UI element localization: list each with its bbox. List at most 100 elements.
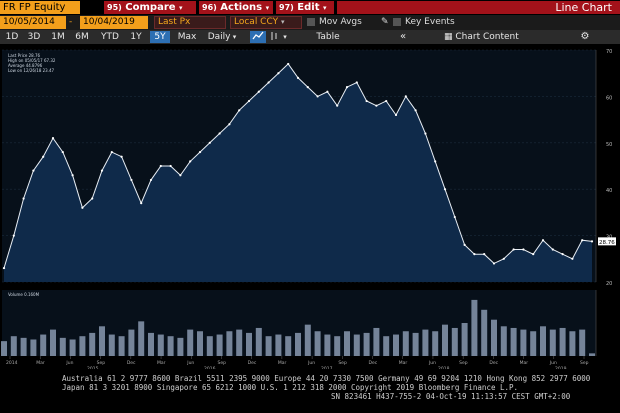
- volume-bar: [99, 326, 105, 356]
- price-point: [238, 109, 241, 112]
- volume-bar: [265, 336, 272, 356]
- footer: Australia 61 2 9777 8600 Brazil 5511 239…: [0, 371, 620, 413]
- price-point: [120, 155, 123, 158]
- volume-bar: [491, 319, 497, 356]
- x-tick-label: Sep: [459, 360, 468, 366]
- volume-bar: [520, 329, 527, 356]
- price-point: [228, 123, 231, 126]
- price-point: [424, 132, 427, 135]
- mov-avgs-toggle[interactable]: Mov Avgs: [304, 16, 380, 29]
- x-tick-label: Dec: [248, 360, 257, 366]
- volume-bar: [589, 353, 595, 356]
- x-tick-label: Mar: [36, 360, 45, 366]
- end-date-input[interactable]: 10/04/2019: [80, 16, 148, 29]
- chart-content-button[interactable]: ▦ Chart Content: [444, 31, 524, 43]
- price-point: [473, 253, 476, 256]
- volume-bar: [10, 336, 17, 356]
- volume-bar: [579, 329, 586, 356]
- volume-bar: [69, 339, 76, 356]
- volume-bar: [20, 337, 27, 356]
- price-point: [551, 248, 554, 251]
- price-point: [189, 160, 192, 163]
- price-point: [247, 99, 251, 103]
- price-point: [336, 104, 339, 107]
- period-max[interactable]: Max: [177, 32, 197, 42]
- price-point: [365, 99, 368, 103]
- period-1m[interactable]: 1M: [51, 32, 65, 42]
- price-point: [561, 253, 564, 256]
- volume-bar: [461, 323, 468, 356]
- period-6m[interactable]: 6M: [75, 32, 89, 42]
- volume-bar: [393, 334, 399, 356]
- volume-bar: [412, 332, 419, 356]
- price-point: [32, 169, 35, 172]
- dropdown-icon: ▾: [230, 33, 237, 41]
- volume-bar: [206, 336, 213, 356]
- start-date-input[interactable]: 10/05/2014: [0, 16, 66, 29]
- key-events-toggle[interactable]: Key Events: [390, 16, 470, 29]
- period-3d[interactable]: 3D: [27, 32, 41, 42]
- frequency-select[interactable]: Daily ▾: [204, 31, 240, 43]
- candle-chart-icon[interactable]: [268, 31, 280, 43]
- price-point: [316, 95, 319, 98]
- volume-bar: [40, 334, 47, 356]
- top-toolbar: FR FP Equity 95) Compare ▾ 96) Actions ▾…: [0, 0, 620, 15]
- volume-bar: [285, 336, 292, 356]
- x-tick-label: Mar: [399, 360, 408, 366]
- field-select[interactable]: Last Px: [154, 16, 226, 29]
- volume-bar: [157, 334, 164, 356]
- x-tick-label: 2014: [6, 360, 18, 366]
- period-5y[interactable]: 5Y: [150, 31, 170, 43]
- price-point: [345, 86, 349, 89]
- price-point: [208, 141, 211, 144]
- footer-line-3: SN 823461 H437-755-2 04-Oct-19 11:13:57 …: [331, 392, 571, 401]
- x-tick-label: Mar: [157, 360, 166, 366]
- volume-bar: [50, 329, 56, 356]
- volume-bar: [108, 334, 115, 356]
- volume-bar: [471, 299, 478, 356]
- x-year-label: 2015: [87, 366, 99, 369]
- period-1d[interactable]: 1D: [5, 32, 19, 42]
- volume-bar: [510, 327, 517, 356]
- price-point: [149, 178, 153, 182]
- period-ytd[interactable]: YTD: [101, 32, 119, 42]
- price-point: [512, 248, 515, 251]
- price-point: [590, 240, 594, 243]
- x-tick-label: Dec: [127, 360, 136, 366]
- edit-button[interactable]: 97) Edit ▾: [276, 1, 334, 14]
- x-tick-label: Dec: [369, 360, 378, 366]
- compare-button[interactable]: 95) Compare ▾: [104, 1, 196, 14]
- actions-button[interactable]: 96) Actions ▾: [199, 1, 273, 14]
- volume-bar: [128, 329, 135, 356]
- price-point: [443, 188, 447, 191]
- gear-icon[interactable]: ⚙: [580, 31, 590, 42]
- price-point: [394, 113, 398, 117]
- price-point: [91, 197, 94, 200]
- price-point: [71, 174, 74, 177]
- x-tick-label: Sep: [97, 360, 106, 366]
- volume-bar: [549, 329, 556, 356]
- pencil-icon[interactable]: ✎: [381, 17, 389, 27]
- currency-label: Local CCY: [234, 17, 279, 27]
- edit-label: Edit: [297, 2, 320, 13]
- chart-content-icon: ▦: [444, 32, 453, 42]
- collapse-icon[interactable]: «: [399, 31, 407, 42]
- volume-bar: [226, 331, 233, 356]
- volume-bar: [383, 336, 390, 356]
- volume-bar: [432, 331, 439, 356]
- volume-bar: [540, 326, 546, 356]
- currency-select[interactable]: Local CCY ▾: [230, 16, 302, 29]
- x-tick-label: Sep: [217, 360, 226, 366]
- x-tick-label: Mar: [278, 360, 287, 366]
- actions-label: Actions: [220, 2, 263, 13]
- compare-num: 95): [107, 3, 122, 12]
- table-button[interactable]: Table: [316, 32, 340, 42]
- price-point: [159, 164, 162, 168]
- ticker-field[interactable]: FR FP Equity: [0, 1, 80, 14]
- dropdown-icon[interactable]: ▾: [283, 33, 287, 41]
- period-1y[interactable]: 1Y: [130, 32, 142, 42]
- price-point: [218, 132, 221, 135]
- line-chart-icon[interactable]: [250, 31, 266, 43]
